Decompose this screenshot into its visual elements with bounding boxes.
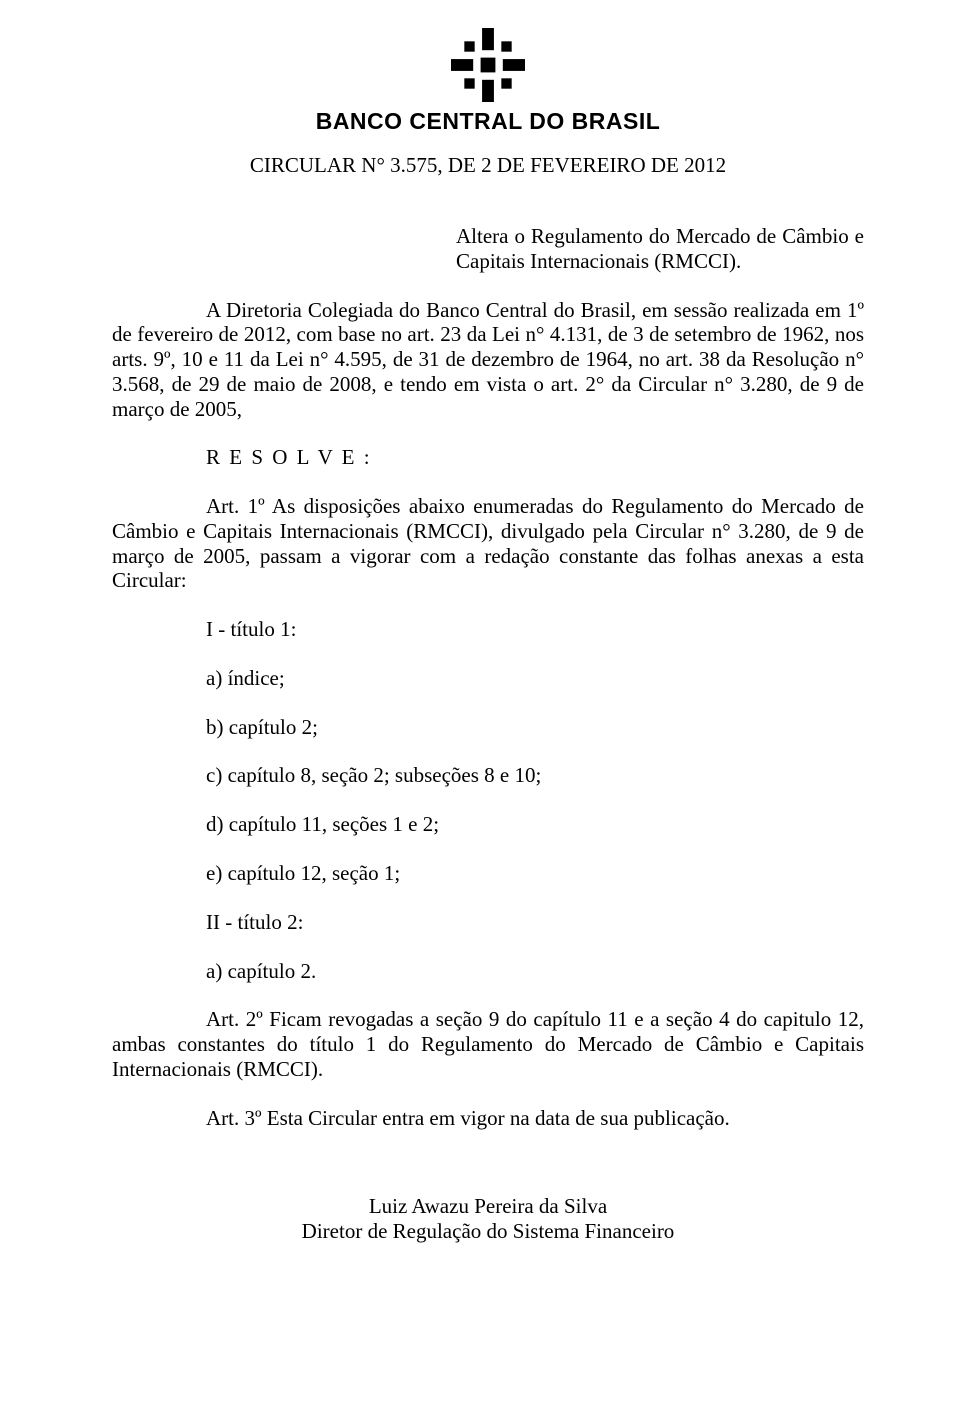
bcb-logo-icon bbox=[451, 28, 525, 102]
list-item: a) capítulo 2. bbox=[206, 959, 864, 984]
article-1: Art. 1º As disposições abaixo enumeradas… bbox=[112, 494, 864, 593]
list-item: e) capítulo 12, seção 1; bbox=[206, 861, 864, 886]
resolve-heading: R E S O L V E : bbox=[206, 445, 864, 470]
article-3: Art. 3º Esta Circular entra em vigor na … bbox=[112, 1106, 864, 1131]
bank-name: BANCO CENTRAL DO BRASIL bbox=[112, 108, 864, 135]
list-item: II - título 2: bbox=[206, 910, 864, 935]
list-item: d) capítulo 11, seções 1 e 2; bbox=[206, 812, 864, 837]
signature-block: Luiz Awazu Pereira da Silva Diretor de R… bbox=[112, 1194, 864, 1244]
page: BANCO CENTRAL DO BRASIL CIRCULAR N° 3.57… bbox=[0, 0, 960, 1284]
document-title: CIRCULAR N° 3.575, DE 2 DE FEVEREIRO DE … bbox=[112, 153, 864, 178]
article-2: Art. 2º Ficam revogadas a seção 9 do cap… bbox=[112, 1007, 864, 1081]
list-item: b) capítulo 2; bbox=[206, 715, 864, 740]
header-logo-block: BANCO CENTRAL DO BRASIL bbox=[112, 28, 864, 135]
signer-name: Luiz Awazu Pereira da Silva bbox=[112, 1194, 864, 1219]
ementa-summary: Altera o Regulamento do Mercado de Câmbi… bbox=[456, 224, 864, 274]
list-item: c) capítulo 8, seção 2; subseções 8 e 10… bbox=[206, 763, 864, 788]
preamble-paragraph: A Diretoria Colegiada do Banco Central d… bbox=[112, 298, 864, 422]
list-item: a) índice; bbox=[206, 666, 864, 691]
list-item: I - título 1: bbox=[206, 617, 864, 642]
signer-role: Diretor de Regulação do Sistema Financei… bbox=[112, 1219, 864, 1244]
